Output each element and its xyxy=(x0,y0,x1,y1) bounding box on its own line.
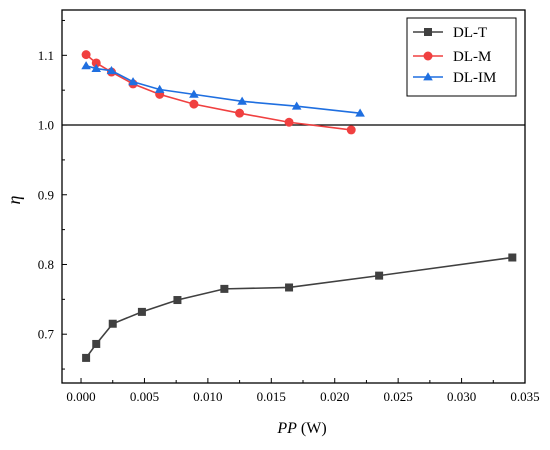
x-tick-label: 0.000 xyxy=(66,389,95,404)
data-point-dl-im xyxy=(237,96,247,105)
data-point-dl-m xyxy=(284,117,294,127)
plot-border xyxy=(61,9,526,384)
y-tick-label: 1.1 xyxy=(38,48,54,63)
legend-item-dl-im: DL-IM xyxy=(413,70,496,86)
data-point-dl-t xyxy=(508,253,517,262)
x-tick-label: 0.020 xyxy=(320,389,349,404)
x-axis-title: PP (W) xyxy=(276,420,326,437)
legend-label: DL-M xyxy=(453,49,491,65)
data-point-dl-t xyxy=(220,284,229,293)
plot-frame xyxy=(61,9,526,384)
legend-swatch-marker xyxy=(423,72,433,81)
y-axis-title: η xyxy=(4,195,24,204)
data-point-dl-im xyxy=(154,84,165,93)
y-axis: 0.7 0.8 0.9 1.0 1.1 xyxy=(38,19,67,370)
legend-label: DL-IM xyxy=(453,70,496,86)
series-line-dl-t xyxy=(85,256,513,359)
x-axis-title-italic: PP xyxy=(276,420,297,437)
x-tick-label: 0.015 xyxy=(257,389,286,404)
data-point-dl-im xyxy=(355,108,365,117)
legend-swatch-marker xyxy=(423,51,433,61)
x-tick-label: 0.030 xyxy=(447,389,476,404)
data-point-dl-t xyxy=(82,353,91,362)
data-point-dl-t xyxy=(137,307,146,316)
x-tick-label: 0.035 xyxy=(510,389,539,404)
data-point-dl-m xyxy=(235,108,245,118)
data-point-dl-im xyxy=(291,101,302,110)
series-dl-m xyxy=(81,50,356,135)
data-point-dl-t xyxy=(285,283,294,292)
series-group xyxy=(81,50,517,362)
legend-label: DL-T xyxy=(453,25,487,41)
y-tick-label: 0.9 xyxy=(38,187,54,202)
series-line-dl-m xyxy=(85,54,352,131)
y-tick-label: 0.8 xyxy=(38,257,54,272)
data-point-dl-im xyxy=(189,89,199,98)
data-point-dl-m xyxy=(91,58,101,68)
series-line-dl-im xyxy=(85,65,361,114)
data-point-dl-t xyxy=(92,339,101,348)
x-axis: 0.000 0.005 0.010 0.015 0.020 0.025 0.030 0.035 xyxy=(66,378,540,404)
series-dl-im xyxy=(81,61,365,117)
series-dl-t xyxy=(82,253,517,362)
data-point-dl-t xyxy=(375,271,384,280)
data-point-dl-im xyxy=(91,63,102,72)
data-point-dl-m xyxy=(81,50,91,60)
data-point-dl-m xyxy=(189,99,199,109)
data-point-dl-m xyxy=(346,125,356,135)
x-tick-label: 0.005 xyxy=(130,389,159,404)
legend-swatch-marker xyxy=(424,28,432,36)
x-axis-title-unit: (W) xyxy=(297,420,327,437)
data-point-dl-im xyxy=(128,77,138,86)
data-point-dl-im xyxy=(106,65,117,75)
y-tick-label: 1.0 xyxy=(38,118,54,133)
y-tick-label: 0.7 xyxy=(38,327,55,342)
legend: DL-T DL-M DL-IM xyxy=(406,17,517,97)
data-point-dl-t xyxy=(108,319,117,328)
legend-item-dl-m: DL-M xyxy=(413,49,491,65)
data-point-dl-t xyxy=(173,296,182,305)
x-tick-label: 0.025 xyxy=(384,389,413,404)
data-point-dl-im xyxy=(81,61,91,70)
legend-item-dl-t: DL-T xyxy=(413,25,487,41)
x-tick-label: 0.010 xyxy=(193,389,222,404)
